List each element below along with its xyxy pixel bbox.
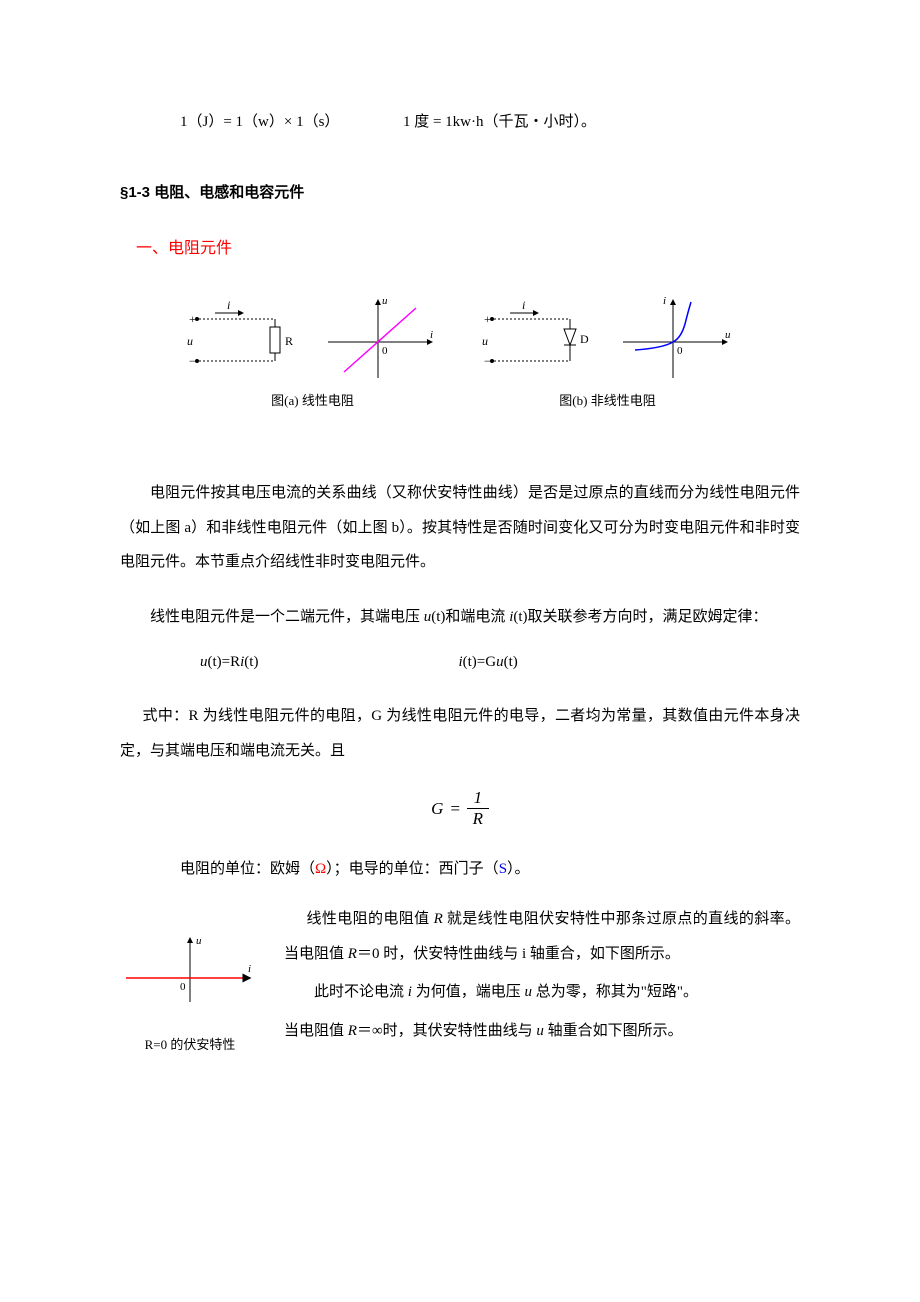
figure-b-caption: 图(b) 非线性电阻 [559, 390, 655, 409]
label-i: i [227, 299, 230, 312]
axis-u: u [725, 329, 731, 341]
p4-l3c: 总为零，称其为"短路"。 [532, 984, 698, 1000]
paragraph-1: 电阻元件按其电压电流的关系曲线（又称伏安特性曲线）是否是过原点的直线而分为线性电… [120, 476, 800, 580]
unit-line: 电阻的单位：欧姆（Ω）；电导的单位：西门子（S）。 [120, 857, 800, 878]
svg-text:+: + [189, 312, 196, 326]
p4-R2: R [348, 946, 357, 962]
origin: 0 [180, 981, 186, 993]
short-circuit-caption: R=0 的伏安特性 [120, 1030, 260, 1060]
axis-u: u [382, 295, 388, 307]
origin: 0 [677, 345, 683, 357]
formula-u-eq-ri: u(t)=Ri(t) [200, 654, 258, 671]
figures-row: + − u R i [120, 294, 800, 409]
label-u: u [482, 334, 488, 348]
formula-kwh: 1 度 = 1kw·h（千瓦・小时）。 [403, 114, 596, 130]
axis-i: i [248, 963, 251, 975]
frac-eq: = [449, 799, 460, 819]
section-number: §1-3 [120, 184, 150, 201]
ohm-formula-row: u(t)=Ri(t) i(t)=Gu(t) [120, 654, 800, 671]
p4-l3a: 此时不论电流 [314, 984, 408, 1000]
p4-l2: ＝0 时，伏安特性曲线与 i 轴重合，如下图所示。 [357, 946, 680, 962]
short-circuit-figure: u i 0 R=0 的伏安特性 [120, 932, 260, 1059]
formula-i-eq-gu: i(t)=Gu(t) [458, 654, 517, 671]
p4-u2: u [536, 1023, 544, 1039]
slope-section: u i 0 R=0 的伏安特性 线性电阻的电阻值 R 就是线性电阻伏安特性中那条… [120, 902, 800, 1059]
svg-text:−: − [189, 354, 196, 368]
section-header: §1-3 电阻、电感和电容元件 [120, 181, 800, 202]
figure-b-pair: + − u D i [480, 294, 735, 382]
p2-prefix: 线性电阻元件是一个二端元件，其端电压 [150, 609, 424, 625]
subsection-header: 一、电阻元件 [120, 234, 800, 258]
frac-num: 1 [470, 788, 487, 808]
label-D: D [580, 332, 589, 346]
nonlinear-iv-graph-icon: i u 0 [615, 294, 735, 382]
origin: 0 [382, 345, 388, 357]
axis-i: i [663, 295, 666, 307]
p4-R3: R [348, 1023, 357, 1039]
figure-a-pair: + − u R i [185, 294, 440, 382]
unit-prefix: 电阻的单位：欧姆（ [180, 861, 315, 877]
label-i: i [522, 299, 525, 312]
p4-l3b: 为何值，端电压 [412, 984, 525, 1000]
figure-b-group: + − u D i [480, 294, 735, 409]
linear-iv-graph-icon: u i 0 [320, 294, 440, 382]
spacer [120, 433, 800, 461]
figure-a-group: + − u R i [185, 294, 440, 409]
p4-u: u [524, 984, 532, 1000]
axis-u: u [196, 935, 202, 947]
p4-l4a: 当电阻值 [284, 1023, 348, 1039]
axis-i: i [430, 329, 433, 341]
top-formula-line: 1（J）= 1（w）× 1（s） 1 度 = 1kw·h（千瓦・小时）。 [120, 110, 800, 131]
formula-joule: 1（J）= 1（w）× 1（s） [180, 114, 339, 130]
svg-text:+: + [484, 312, 491, 326]
unit-mid: ）；电导的单位：西门子（ [326, 861, 499, 877]
fraction-g-eq-1-over-r: G = 1 R [120, 788, 800, 829]
p4-l1a: 线性电阻的电阻值 [307, 911, 434, 927]
frac-right: 1 R [467, 788, 489, 829]
p4-l4c: 轴重合如下图所示。 [544, 1023, 683, 1039]
paragraph-3: 式中：R 为线性电阻元件的电阻，G 为线性电阻元件的电导，二者均为常量，其数值由… [120, 699, 800, 768]
short-circuit-graph-icon: u i 0 [120, 932, 260, 1010]
label-u: u [187, 334, 193, 348]
circuit-resistor-icon: + − u R i [185, 299, 300, 377]
p2-suffix: (t)取关联参考方向时，满足欧姆定律： [513, 609, 767, 625]
circuit-diode-icon: + − u D i [480, 299, 595, 377]
siemens-symbol: S [499, 861, 507, 877]
label-R: R [285, 334, 293, 348]
unit-suffix: ）。 [507, 861, 530, 877]
p4-R1: R [434, 911, 443, 927]
svg-text:−: − [484, 354, 491, 368]
p4-l4b: ＝∞时，其伏安特性曲线与 [357, 1023, 536, 1039]
document-page: 1（J）= 1（w）× 1（s） 1 度 = 1kw·h（千瓦・小时）。 §1-… [0, 0, 920, 1119]
frac-den: R [469, 809, 487, 829]
p2-mid: (t)和端电流 [431, 609, 509, 625]
section-title: 电阻、电感和电容元件 [154, 184, 304, 201]
paragraph-2: 线性电阻元件是一个二端元件，其端电压 u(t)和端电流 i(t)取关联参考方向时… [120, 600, 800, 635]
figure-a-caption: 图(a) 线性电阻 [271, 390, 354, 409]
frac-lhs: G [431, 799, 443, 819]
ohm-symbol: Ω [315, 861, 326, 877]
